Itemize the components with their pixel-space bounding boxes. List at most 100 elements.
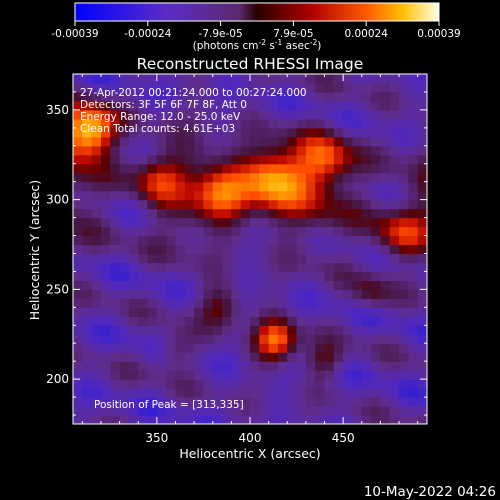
- heatmap-cell: [259, 271, 270, 282]
- heatmap-cell: [389, 217, 400, 228]
- heatmap-cell: [268, 181, 279, 192]
- heatmap-cell: [287, 262, 298, 273]
- heatmap-cell: [277, 343, 288, 353]
- heatmap-cell: [110, 217, 121, 228]
- heatmap-cell: [110, 397, 121, 407]
- heatmap-cell: [194, 334, 205, 344]
- heatmap-cell: [156, 235, 167, 246]
- heatmap-cell: [250, 91, 260, 102]
- heatmap-cell: [268, 190, 279, 201]
- heatmap-cell: [156, 316, 167, 326]
- heatmap-cell: [371, 82, 382, 93]
- chart-title: Reconstructed RHESSI Image: [137, 55, 364, 73]
- heatmap-cell: [399, 361, 409, 371]
- heatmap-cell: [315, 91, 326, 102]
- heatmap-cell: [399, 109, 409, 120]
- heatmap-cell: [343, 226, 354, 237]
- heatmap-cell: [82, 145, 93, 156]
- heatmap-cell: [259, 352, 270, 362]
- heatmap-cell: [277, 127, 288, 138]
- heatmap-cell: [73, 298, 83, 308]
- heatmap-cell: [296, 91, 307, 102]
- heatmap-cell: [184, 127, 195, 138]
- heatmap-cell: [128, 397, 139, 407]
- heatmap-cell: [166, 307, 177, 317]
- heatmap-cell: [184, 406, 195, 416]
- heatmap-cell: [91, 370, 102, 380]
- heatmap-cell: [231, 163, 242, 174]
- heatmap-cell: [250, 289, 260, 299]
- heatmap-cell: [408, 379, 419, 389]
- heatmap-cell: [194, 379, 205, 389]
- heatmap-cell: [100, 217, 111, 228]
- heatmap-cell: [138, 181, 149, 192]
- heatmap-cell: [250, 82, 260, 93]
- heatmap-cell: [128, 280, 139, 290]
- heatmap-cell: [399, 208, 409, 219]
- heatmap-cell: [128, 109, 139, 120]
- heatmap-cell: [417, 316, 427, 326]
- heatmap-cell: [203, 262, 214, 273]
- heatmap-cell: [203, 271, 214, 282]
- heatmap-cell: [343, 91, 354, 102]
- heatmap-cell: [156, 199, 167, 210]
- heatmap-cell: [175, 253, 186, 264]
- heatmap-cell: [203, 361, 214, 371]
- heatmap-cell: [315, 82, 326, 93]
- heatmap-cell: [175, 190, 186, 201]
- heatmap-cell: [156, 343, 167, 353]
- heatmap-cell: [389, 316, 400, 326]
- heatmap-cell: [231, 289, 242, 299]
- heatmap-cell: [361, 352, 372, 362]
- heatmap-cell: [203, 154, 214, 165]
- heatmap-cell: [361, 109, 372, 120]
- heatmap-cell: [389, 388, 400, 398]
- heatmap-cell: [240, 109, 251, 120]
- heatmap-cell: [371, 334, 382, 344]
- heatmap-cell: [371, 244, 382, 255]
- heatmap-cell: [361, 208, 372, 219]
- heatmap-cell: [203, 74, 214, 84]
- heatmap-cell: [166, 109, 177, 120]
- heatmap-cell: [399, 298, 409, 308]
- heatmap-cell: [324, 136, 335, 147]
- heatmap-cell: [380, 226, 391, 237]
- heatmap-cell: [156, 100, 167, 111]
- heatmap-cell: [184, 181, 195, 192]
- heatmap-cell: [100, 298, 111, 308]
- heatmap-cell: [296, 325, 307, 335]
- heatmap-cell: [203, 118, 214, 129]
- heatmap-cell: [119, 82, 130, 93]
- heatmap-cell: [203, 199, 214, 210]
- heatmap-cell: [296, 163, 307, 174]
- heatmap-cell: [119, 208, 130, 219]
- heatmap-cell: [399, 74, 409, 84]
- heatmap-cell: [156, 91, 167, 102]
- heatmap-cell: [147, 397, 158, 407]
- heatmap-cell: [203, 406, 214, 416]
- heatmap-cell: [73, 343, 83, 353]
- heatmap-cell: [417, 109, 427, 120]
- heatmap-cell: [399, 388, 409, 398]
- heatmap-cell: [100, 388, 111, 398]
- heatmap-cell: [417, 235, 427, 246]
- heatmap-cell: [259, 370, 270, 380]
- heatmap-cell: [240, 244, 251, 255]
- heatmap-cell: [408, 271, 419, 282]
- heatmap-cell: [250, 244, 260, 255]
- heatmap-cell: [73, 118, 83, 129]
- heatmap-cell: [175, 289, 186, 299]
- heatmap-cell: [305, 74, 316, 84]
- heatmap-cell: [156, 388, 167, 398]
- heatmap-cell: [305, 397, 316, 407]
- heatmap-cell: [184, 136, 195, 147]
- heatmap-cell: [389, 379, 400, 389]
- heatmap-cell: [100, 334, 111, 344]
- heatmap-cell: [343, 127, 354, 138]
- heatmap-cell: [147, 343, 158, 353]
- heatmap-image: [73, 74, 427, 424]
- heatmap-cell: [361, 136, 372, 147]
- heatmap-cell: [315, 289, 326, 299]
- heatmap-cell: [399, 181, 409, 192]
- heatmap-cell: [231, 334, 242, 344]
